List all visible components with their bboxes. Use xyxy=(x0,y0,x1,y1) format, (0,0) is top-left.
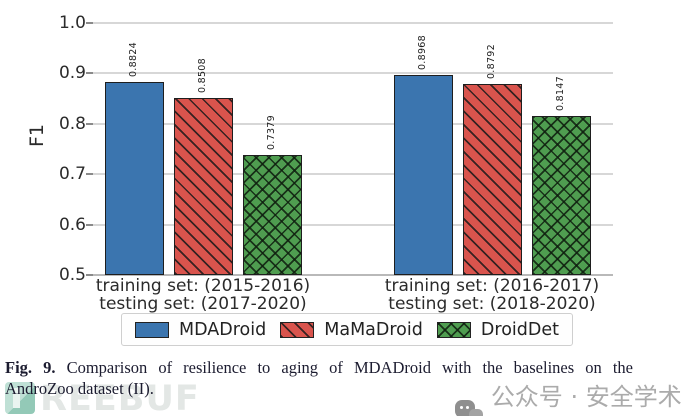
legend-swatch-red-diagonal-hatch xyxy=(280,321,315,338)
legend: MDADroid MaMaDroid DroidDet xyxy=(121,313,573,346)
caption-line-1: Fig. 9. Comparison of resilience to agin… xyxy=(5,357,633,378)
y-tick-label: 0.5 xyxy=(58,265,86,285)
gridline-0.6 xyxy=(93,224,613,226)
bar-droiddet-group2 xyxy=(532,116,591,275)
legend-item-mdadroid: MDADroid xyxy=(135,320,266,340)
bar-droiddet-group1 xyxy=(243,155,302,275)
freebuf-watermark-text: REEBUF xyxy=(40,379,200,416)
y-tick-label: 1.0 xyxy=(58,13,86,33)
y-tick-mark xyxy=(86,72,93,74)
freebuf-logo-icon xyxy=(5,382,35,414)
bar-value-label: 0.7379 xyxy=(265,115,277,151)
wechat-watermark: 公众号 · 安全学术圈 xyxy=(455,377,690,416)
legend-swatch-green-cross-hatch xyxy=(436,321,471,338)
bar-value-label: 0.8508 xyxy=(196,58,208,94)
y-tick-mark xyxy=(86,274,93,276)
legend-item-droiddet: DroidDet xyxy=(436,319,559,340)
figure-caption: Fig. 9. Comparison of resilience to agin… xyxy=(5,357,633,399)
wechat-bubble-small xyxy=(469,408,483,416)
y-tick-mark xyxy=(86,224,93,226)
gridline-0.8 xyxy=(93,123,613,125)
x-group-1-testing: testing set: (2017-2020) xyxy=(99,294,307,314)
caption-figure-label: Fig. 9. xyxy=(5,358,56,377)
y-tick-mark xyxy=(86,22,93,24)
y-tick-label: 0.6 xyxy=(58,215,86,235)
legend-swatch-blue-solid xyxy=(135,321,169,338)
bar-mamadroid-group1 xyxy=(174,98,233,275)
gridline-0.9 xyxy=(93,72,613,74)
gridline-1.0 xyxy=(93,22,613,24)
caption-line-1-text: Comparison of resilience to aging of MDA… xyxy=(66,358,633,377)
x-axis-line xyxy=(93,274,613,276)
y-tick-label: 0.9 xyxy=(58,63,86,83)
bar-mdadroid-group1 xyxy=(105,82,164,275)
bar-value-label: 0.8968 xyxy=(416,34,428,70)
legend-item-mamadroid: MaMaDroid xyxy=(280,320,423,340)
y-tick-label: 0.7 xyxy=(58,164,86,184)
x-group-label-2: training set: (2016-2017) testing set: (… xyxy=(327,277,657,313)
caption-line-2: AndroZoo dataset (II). xyxy=(5,379,154,398)
wechat-icon xyxy=(455,399,483,416)
legend-label: MaMaDroid xyxy=(324,319,423,340)
legend-label: MDADroid xyxy=(179,319,267,340)
y-tick-label: 0.8 xyxy=(58,114,86,134)
bar-value-label: 0.8824 xyxy=(127,42,139,78)
legend-label: DroidDet xyxy=(480,319,559,340)
bar-mamadroid-group2 xyxy=(463,83,522,275)
bar-value-label: 0.8147 xyxy=(554,76,566,112)
gridline-0.7 xyxy=(93,173,613,175)
freebuf-watermark: REEBUF xyxy=(5,382,200,416)
bar-value-label: 0.8792 xyxy=(485,43,497,79)
x-group-2-training: training set: (2016-2017) xyxy=(384,276,600,296)
y-tick-mark xyxy=(86,173,93,175)
bar-mdadroid-group2 xyxy=(394,75,453,275)
x-group-2-testing: testing set: (2018-2020) xyxy=(388,294,596,314)
y-tick-mark xyxy=(86,123,93,125)
x-group-label-1: training set: (2015-2016) testing set: (… xyxy=(38,277,368,313)
x-group-1-training: training set: (2015-2016) xyxy=(95,276,311,296)
wechat-watermark-text: 公众号 · 安全学术圈 xyxy=(490,383,682,411)
